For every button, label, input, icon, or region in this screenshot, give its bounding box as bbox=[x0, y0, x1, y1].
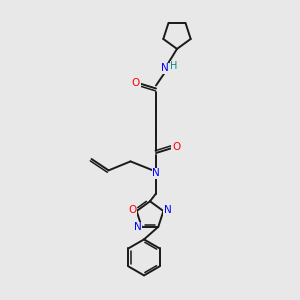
Text: N: N bbox=[152, 168, 160, 178]
Text: O: O bbox=[132, 78, 140, 88]
Text: O: O bbox=[172, 142, 180, 152]
Text: H: H bbox=[170, 61, 178, 71]
Text: O: O bbox=[128, 205, 136, 215]
Text: N: N bbox=[164, 205, 172, 215]
Text: N: N bbox=[134, 222, 141, 233]
Text: N: N bbox=[160, 63, 168, 74]
